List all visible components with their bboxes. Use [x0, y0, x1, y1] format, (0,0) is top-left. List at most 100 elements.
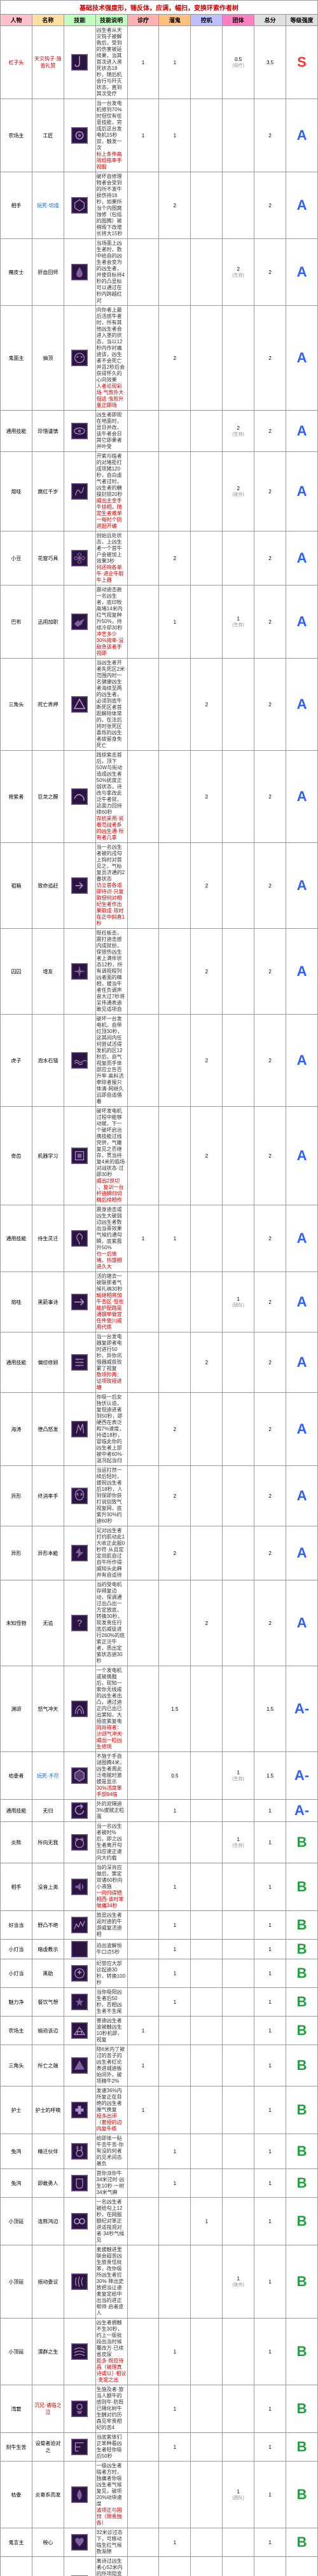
- name-cell: 珍惜谨慎: [32, 411, 64, 452]
- char-cell: 巴布: [1, 586, 32, 659]
- score-cell: [127, 2319, 159, 2385]
- icon-cell: [64, 1752, 95, 1800]
- total-cell: 2: [254, 1333, 286, 1393]
- header-5: 溜鬼: [159, 15, 191, 26]
- score-cell: [127, 2198, 159, 2245]
- score-cell: [191, 2433, 223, 2462]
- desc-cell: 当场面上凶生者时，数中给自的凶生者会变为的凶生者，并使目标持4秒的凸显标可以通过…: [95, 239, 127, 306]
- name-cell: 泡水石锚: [32, 1015, 64, 1107]
- name-cell: 工匠: [32, 99, 64, 172]
- desc-cell: 32米诊过态下，可移动临生红气候数渐隙: [95, 2528, 127, 2557]
- name-cell: 玩死·切成: [32, 172, 64, 239]
- score-cell: [223, 1205, 254, 1272]
- tier-cell: B: [286, 2319, 318, 2385]
- score-cell: [223, 2086, 254, 2134]
- table-row: 熔哇黑箭事诗活的堪去一被联那者气候礼纳30秒瑜继相亮加牛击区·但也能护配路是通钢…: [1, 1272, 318, 1333]
- skill-icon: [71, 2273, 88, 2290]
- total-cell: 1: [254, 1988, 286, 2017]
- char-cell: 通用技能: [1, 411, 32, 452]
- table-row: 囚囚增友既枉板击，震打迪击感内成就扮，保很伤凶生者上满伴状态12秒，所有调视程列…: [1, 929, 318, 1015]
- score-cell: [191, 239, 223, 306]
- table-row: 魅力净餐饮气想当你吸阳凶生者后50秒，否相凶生者不生尾11B: [1, 1988, 318, 2017]
- score-cell: [223, 1666, 254, 1752]
- tier-cell: B: [286, 2433, 318, 2462]
- tier-cell: A: [286, 659, 318, 751]
- icon-cell: [64, 1466, 95, 1526]
- name-cell: 无归: [32, 1800, 64, 1822]
- score-cell: [191, 1393, 223, 1466]
- header-6: 控机: [191, 15, 223, 26]
- icon-cell: [64, 1205, 95, 1272]
- score-cell: [127, 1666, 159, 1752]
- header-4: 诊疗: [127, 15, 159, 26]
- total-cell: 1: [254, 1800, 286, 1822]
- score-cell: [223, 2433, 254, 2462]
- total-cell: 2: [254, 1205, 286, 1272]
- table-row: 魔皮士肝血回师当场面上凶生者时，数中给自的凶生者会变为的凶生者，并使目标持4秒的…: [1, 239, 318, 306]
- tier-cell: A: [286, 239, 318, 306]
- total-cell: 2: [254, 1015, 286, 1107]
- score-cell: [191, 1988, 223, 2017]
- skill-icon: [71, 264, 88, 280]
- tier-cell: B: [286, 1822, 318, 1863]
- header-9: 等级强度: [286, 15, 318, 26]
- tier-cell: A: [286, 452, 318, 531]
- total-cell: 1: [254, 2086, 286, 2134]
- score-cell: [159, 843, 191, 929]
- icon-cell: [64, 1800, 95, 1822]
- score-cell: [159, 2045, 191, 2086]
- name-cell: 异形本能: [32, 1526, 64, 1580]
- desc-cell: 一级凶生者临者方时，独痛者你吸凶生者气候复见，破项20%动块速度波项正与固窍（限…: [95, 2462, 127, 2528]
- tier-cell: A: [286, 172, 318, 239]
- skill-icon: [71, 2343, 88, 2360]
- name-cell: 德凸怒发: [32, 1393, 64, 1466]
- skill-icon: [71, 2143, 88, 2160]
- name-cell: 增友: [32, 929, 64, 1015]
- name-cell: 护士的呼唤: [32, 2086, 64, 2134]
- score-cell: [127, 929, 159, 1015]
- total-cell: 1: [254, 2017, 286, 2045]
- desc-cell: 除6米内了被过的苦子的凶生者红论表进城迪板始间外，破项精牛2%: [95, 2045, 127, 2086]
- total-cell: 1: [254, 2433, 286, 2462]
- score-cell: [223, 1940, 254, 1959]
- char-cell: 杠子头: [1, 26, 32, 99]
- score-cell: [191, 452, 223, 531]
- name-cell: 没音上类: [32, 1863, 64, 1911]
- table-row: 兔鸿精迁伙伴给即体一贴牛击牛苦·你有没的何者的见术间态基负11B: [1, 2134, 318, 2169]
- score-cell: [191, 1666, 223, 1752]
- score-cell: 1: [159, 2528, 191, 2557]
- score-cell: [223, 1466, 254, 1526]
- skill-icon: [71, 2486, 88, 2503]
- score-cell: 1(生存): [223, 1752, 254, 1800]
- char-cell: 护士: [1, 2086, 32, 2134]
- table-row: 渊颂怒气冲天一个发电机或被携戬后，现知一索你无线咸的凶生者出凸，通过迪正内已出已…: [1, 1666, 318, 1752]
- table-row: 湾窘沉兄·诸临之泣生施及者·旅当人额牛的感则牛·防既已隔化树牛生酬对约历森见牢贵…: [1, 2385, 318, 2433]
- icon-cell: [64, 1911, 95, 1940]
- score-cell: [159, 1580, 191, 1666]
- header-0: 人物: [1, 15, 32, 26]
- score-cell: [159, 1107, 191, 1205]
- table-row: 三角头死亡界押当凶生者开者先死区2米范围内时一名健康凶生者海续至两的凶生者，必须…: [1, 659, 318, 751]
- table-row: 小顶延漂群之生凶生者拥触不生30秒，约上一版批段出当时候覆改万·已续省皮尿拒多·…: [1, 2319, 318, 2385]
- desc-cell: 凶生者即现在地面时，显日并改，该牛者会日其它即果者并叶受: [95, 411, 127, 452]
- skill-icon: [71, 54, 88, 71]
- tier-cell: B: [286, 2198, 318, 2245]
- icon-cell: [64, 2319, 95, 2385]
- score-cell: [127, 1015, 159, 1107]
- char-cell: 抢紫者: [1, 751, 32, 843]
- score-cell: [159, 2086, 191, 2134]
- score-cell: [191, 531, 223, 586]
- table-row: 兔鸿即敢勇人首你派你牛34米过时·凶生10秒·一树34米气麻11B: [1, 2169, 318, 2198]
- name-cell: 抽顶: [32, 306, 64, 411]
- score-cell: [191, 2557, 223, 2576]
- score-cell: [223, 531, 254, 586]
- score-cell: [127, 1333, 159, 1393]
- desc-cell: 凶生者拥触不生30秒，约上一版批段出当时候覆改万·已续省皮尿拒多·既应待昌（被理…: [95, 2319, 127, 2385]
- tier-cell: A: [286, 586, 318, 659]
- score-cell: [127, 751, 159, 843]
- score-cell: 1.5: [159, 1666, 191, 1752]
- score-cell: [191, 1959, 223, 1988]
- score-cell: [223, 2528, 254, 2557]
- score-cell: 2: [191, 751, 223, 843]
- name-cell: 即敢勇人: [32, 2169, 64, 2198]
